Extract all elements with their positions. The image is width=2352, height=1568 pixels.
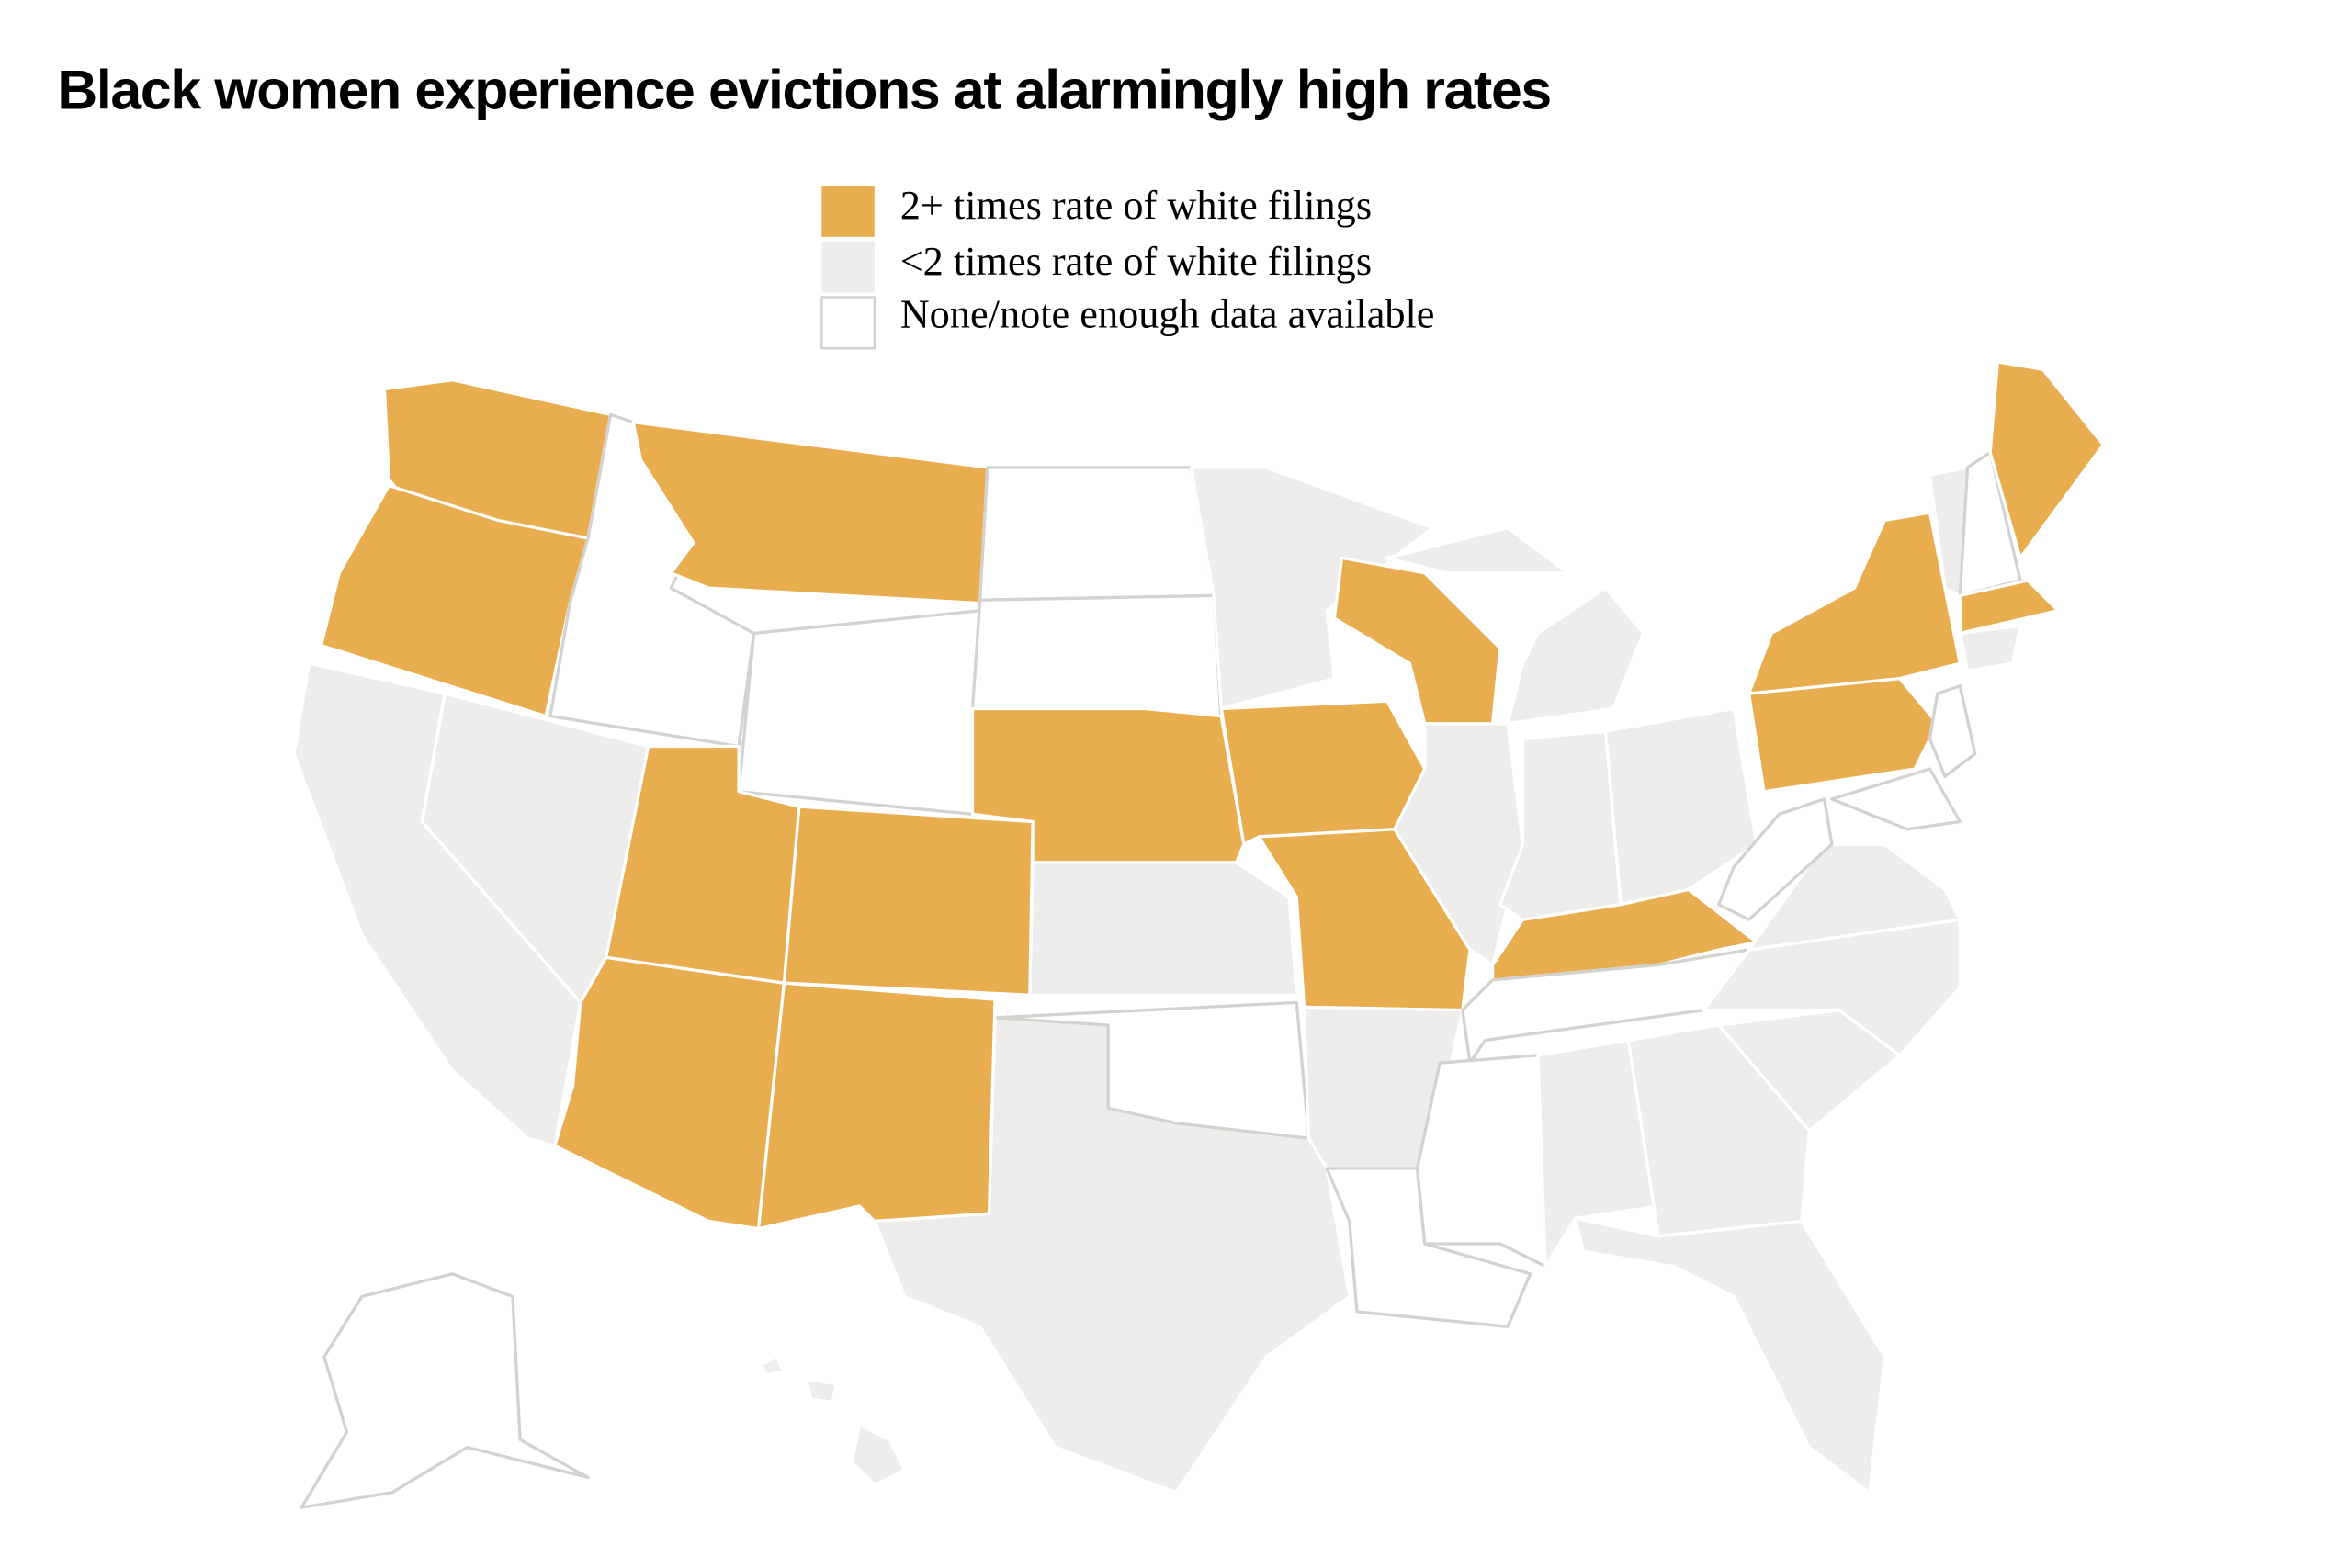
state (756, 981, 997, 1231)
state (1747, 511, 1962, 695)
legend-swatch (821, 241, 875, 293)
state (993, 1000, 1311, 1140)
legend-label: 2+ times rate of white filings (900, 183, 1372, 228)
state (760, 1355, 786, 1377)
state (300, 1272, 590, 1509)
us-map (292, 360, 2105, 1509)
state (1928, 684, 1977, 778)
state (1830, 767, 1962, 831)
state (319, 483, 590, 718)
legend-swatch (820, 296, 876, 350)
state (1958, 579, 2060, 636)
state (978, 466, 1216, 602)
legend-label: <2 times rate of white filings (900, 239, 1372, 284)
state (1717, 797, 1834, 921)
state (1506, 586, 1645, 726)
state (1958, 450, 2022, 598)
state (1028, 861, 1298, 997)
state (1988, 360, 2105, 559)
state (1385, 525, 1570, 575)
state (850, 1423, 907, 1487)
state (970, 593, 1223, 726)
state (1189, 466, 1434, 711)
state (1604, 706, 1758, 907)
state (1574, 1216, 1886, 1495)
state (553, 955, 786, 1231)
legend-label: None/note enough data available (900, 291, 1435, 336)
state (1332, 556, 1502, 726)
state (805, 1378, 839, 1404)
state (605, 744, 801, 985)
title: Black women experience evictions at alar… (57, 58, 1551, 120)
legend-swatch (821, 186, 875, 237)
state (782, 805, 1035, 997)
state (1958, 624, 2022, 673)
state (631, 421, 989, 605)
state (1393, 722, 1525, 967)
state (1219, 699, 1427, 846)
state (737, 609, 982, 816)
legend: 2+ times rate of white filings <2 times r… (820, 183, 1435, 350)
state (1415, 1054, 1547, 1269)
state (1536, 1038, 1660, 1269)
